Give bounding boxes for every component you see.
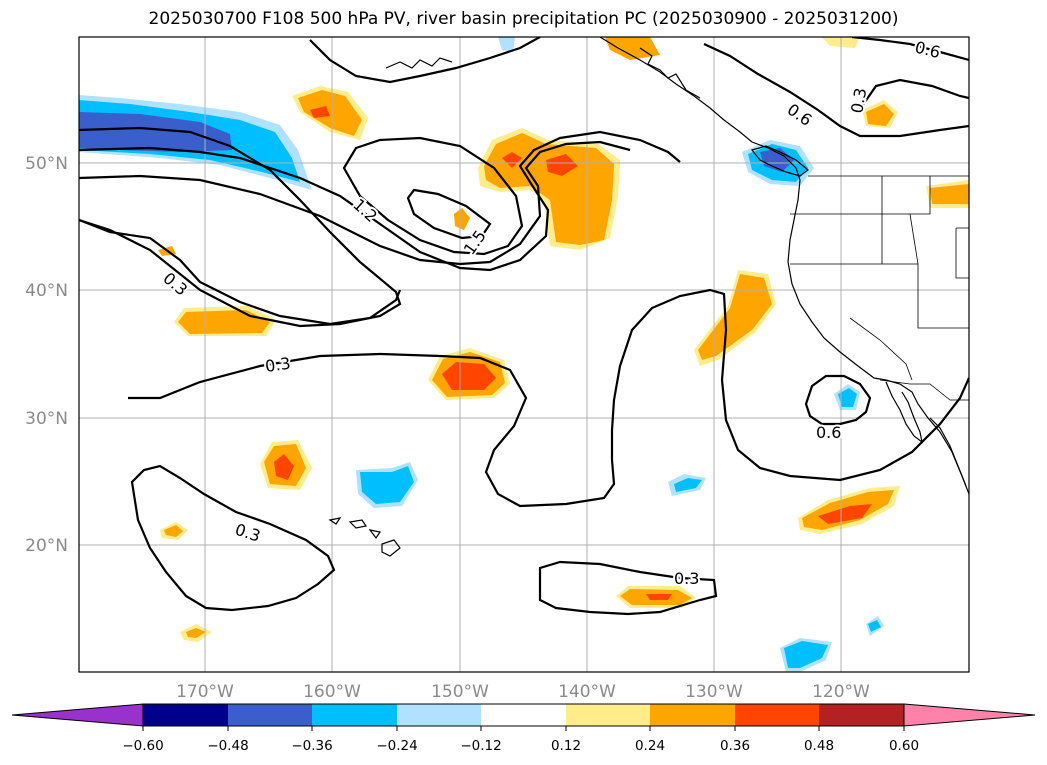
colorbar-segment [143, 704, 228, 726]
precip-positive-region [866, 104, 894, 126]
colorbar-tick-label: 0.24 [635, 738, 665, 754]
border-state [849, 317, 913, 381]
precip-positive-region [646, 594, 672, 600]
colorbar-segment [566, 704, 650, 726]
colorbar-segment [228, 704, 312, 726]
contour-label: 0.6 [816, 423, 841, 442]
precip-negative-region [360, 466, 414, 504]
pv-contour [406, 188, 492, 240]
colorbar-segment [397, 704, 481, 726]
border-us-mexico [879, 379, 969, 401]
pv-contour [128, 288, 969, 508]
lon-tick-label: 150°W [431, 682, 489, 702]
coastline-alaska-islands [385, 57, 453, 69]
precip-negative-region [79, 112, 232, 152]
plot-frame [78, 36, 970, 673]
colorbar-tick-label: −0.12 [460, 738, 501, 754]
precip-positive-region [605, 37, 660, 60]
colorbar: −0.60 −0.48 −0.36 −0.24 −0.12 0.12 0.24 … [11, 703, 1036, 754]
lat-axis: 50°N 40°N 30°N 20°N [25, 154, 68, 556]
political-borders [790, 175, 969, 401]
coastline-hawaii [328, 517, 401, 557]
colorbar-tick-label: −0.48 [207, 738, 248, 754]
pv-contour [309, 37, 541, 84]
precip-positive-region [186, 628, 206, 638]
pv-contour [342, 136, 524, 256]
colorbar-segment [650, 704, 735, 726]
coastline-baja [885, 381, 923, 444]
precip-positive-region [502, 152, 522, 168]
lon-axis: 170°W 160°W 150°W 140°W 130°W 120°W [176, 682, 870, 702]
pv-contour [79, 218, 402, 326]
lon-tick-label: 170°W [176, 682, 234, 702]
colorbar-segment [735, 704, 819, 726]
colorbar-tick-label: −0.60 [122, 738, 163, 754]
pv-contour [703, 43, 969, 138]
colorbar-tick-label: 0.36 [720, 738, 750, 754]
contour-label: 0.3 [674, 569, 699, 588]
border-state [955, 227, 969, 279]
precip-positive-region [818, 504, 872, 524]
colorbar-extend-low [11, 703, 144, 727]
precip-negative-region [868, 620, 881, 632]
colorbar-segment [312, 704, 397, 726]
lat-tick-label: 30°N [25, 409, 68, 429]
colorbar-tick-label: 0.12 [551, 738, 581, 754]
border-state [882, 176, 931, 215]
precip-positive-region [164, 525, 183, 537]
precip-negative-region [498, 37, 515, 52]
precip-shading [79, 37, 969, 672]
lon-tick-label: 130°W [685, 682, 743, 702]
colorbar-tick-label: 0.48 [804, 738, 834, 754]
pv-contour [79, 126, 402, 328]
pv-contour [79, 140, 631, 266]
pv-contour [130, 464, 336, 612]
lat-tick-label: 20°N [25, 536, 68, 556]
precip-negative-region [784, 641, 828, 668]
pv-contours [79, 37, 969, 616]
lon-tick-label: 160°W [303, 682, 361, 702]
colorbar-tick-label: −0.36 [291, 738, 332, 754]
colorbar-extend-high [903, 703, 1036, 727]
pv-contour [79, 130, 681, 272]
coastline-bc [750, 145, 809, 177]
precip-positive-region [310, 106, 330, 118]
lon-tick-label: 140°W [558, 682, 616, 702]
precip-positive-region [454, 208, 470, 230]
colorbar-tick-label: −0.24 [376, 738, 417, 754]
lat-tick-label: 40°N [25, 281, 68, 301]
map-title: 2025030700 F108 500 hPa PV, river basin … [148, 9, 899, 29]
precip-negative-region [674, 478, 702, 492]
precip-negative-region [838, 388, 857, 407]
precip-positive-region [930, 184, 969, 204]
precip-positive-region [298, 90, 362, 136]
precip-positive-region [546, 154, 578, 176]
precip-negative-region [760, 148, 794, 172]
colorbar-tick-label: 0.60 [889, 738, 919, 754]
precip-positive-region [178, 310, 270, 334]
pv-contour [851, 37, 969, 62]
colorbar-frame [142, 703, 905, 727]
colorbar-segment [819, 704, 904, 726]
colorbar-segment [481, 704, 566, 726]
lat-tick-label: 50°N [25, 154, 68, 174]
border-state [909, 213, 969, 329]
coastline-alaska [599, 37, 801, 181]
pv-contour [804, 374, 872, 426]
pv-contour [538, 560, 718, 616]
precip-positive-region [274, 454, 294, 480]
pv-contour [857, 78, 969, 113]
coastline-mainland-mexico [929, 417, 967, 487]
coastlines [328, 37, 969, 557]
precip-positive-region [698, 274, 772, 360]
precip-positive-region [442, 362, 496, 390]
lon-tick-label: 120°W [812, 682, 870, 702]
contour-label: 0.3 [264, 354, 292, 376]
coastline-alaska [639, 47, 701, 99]
